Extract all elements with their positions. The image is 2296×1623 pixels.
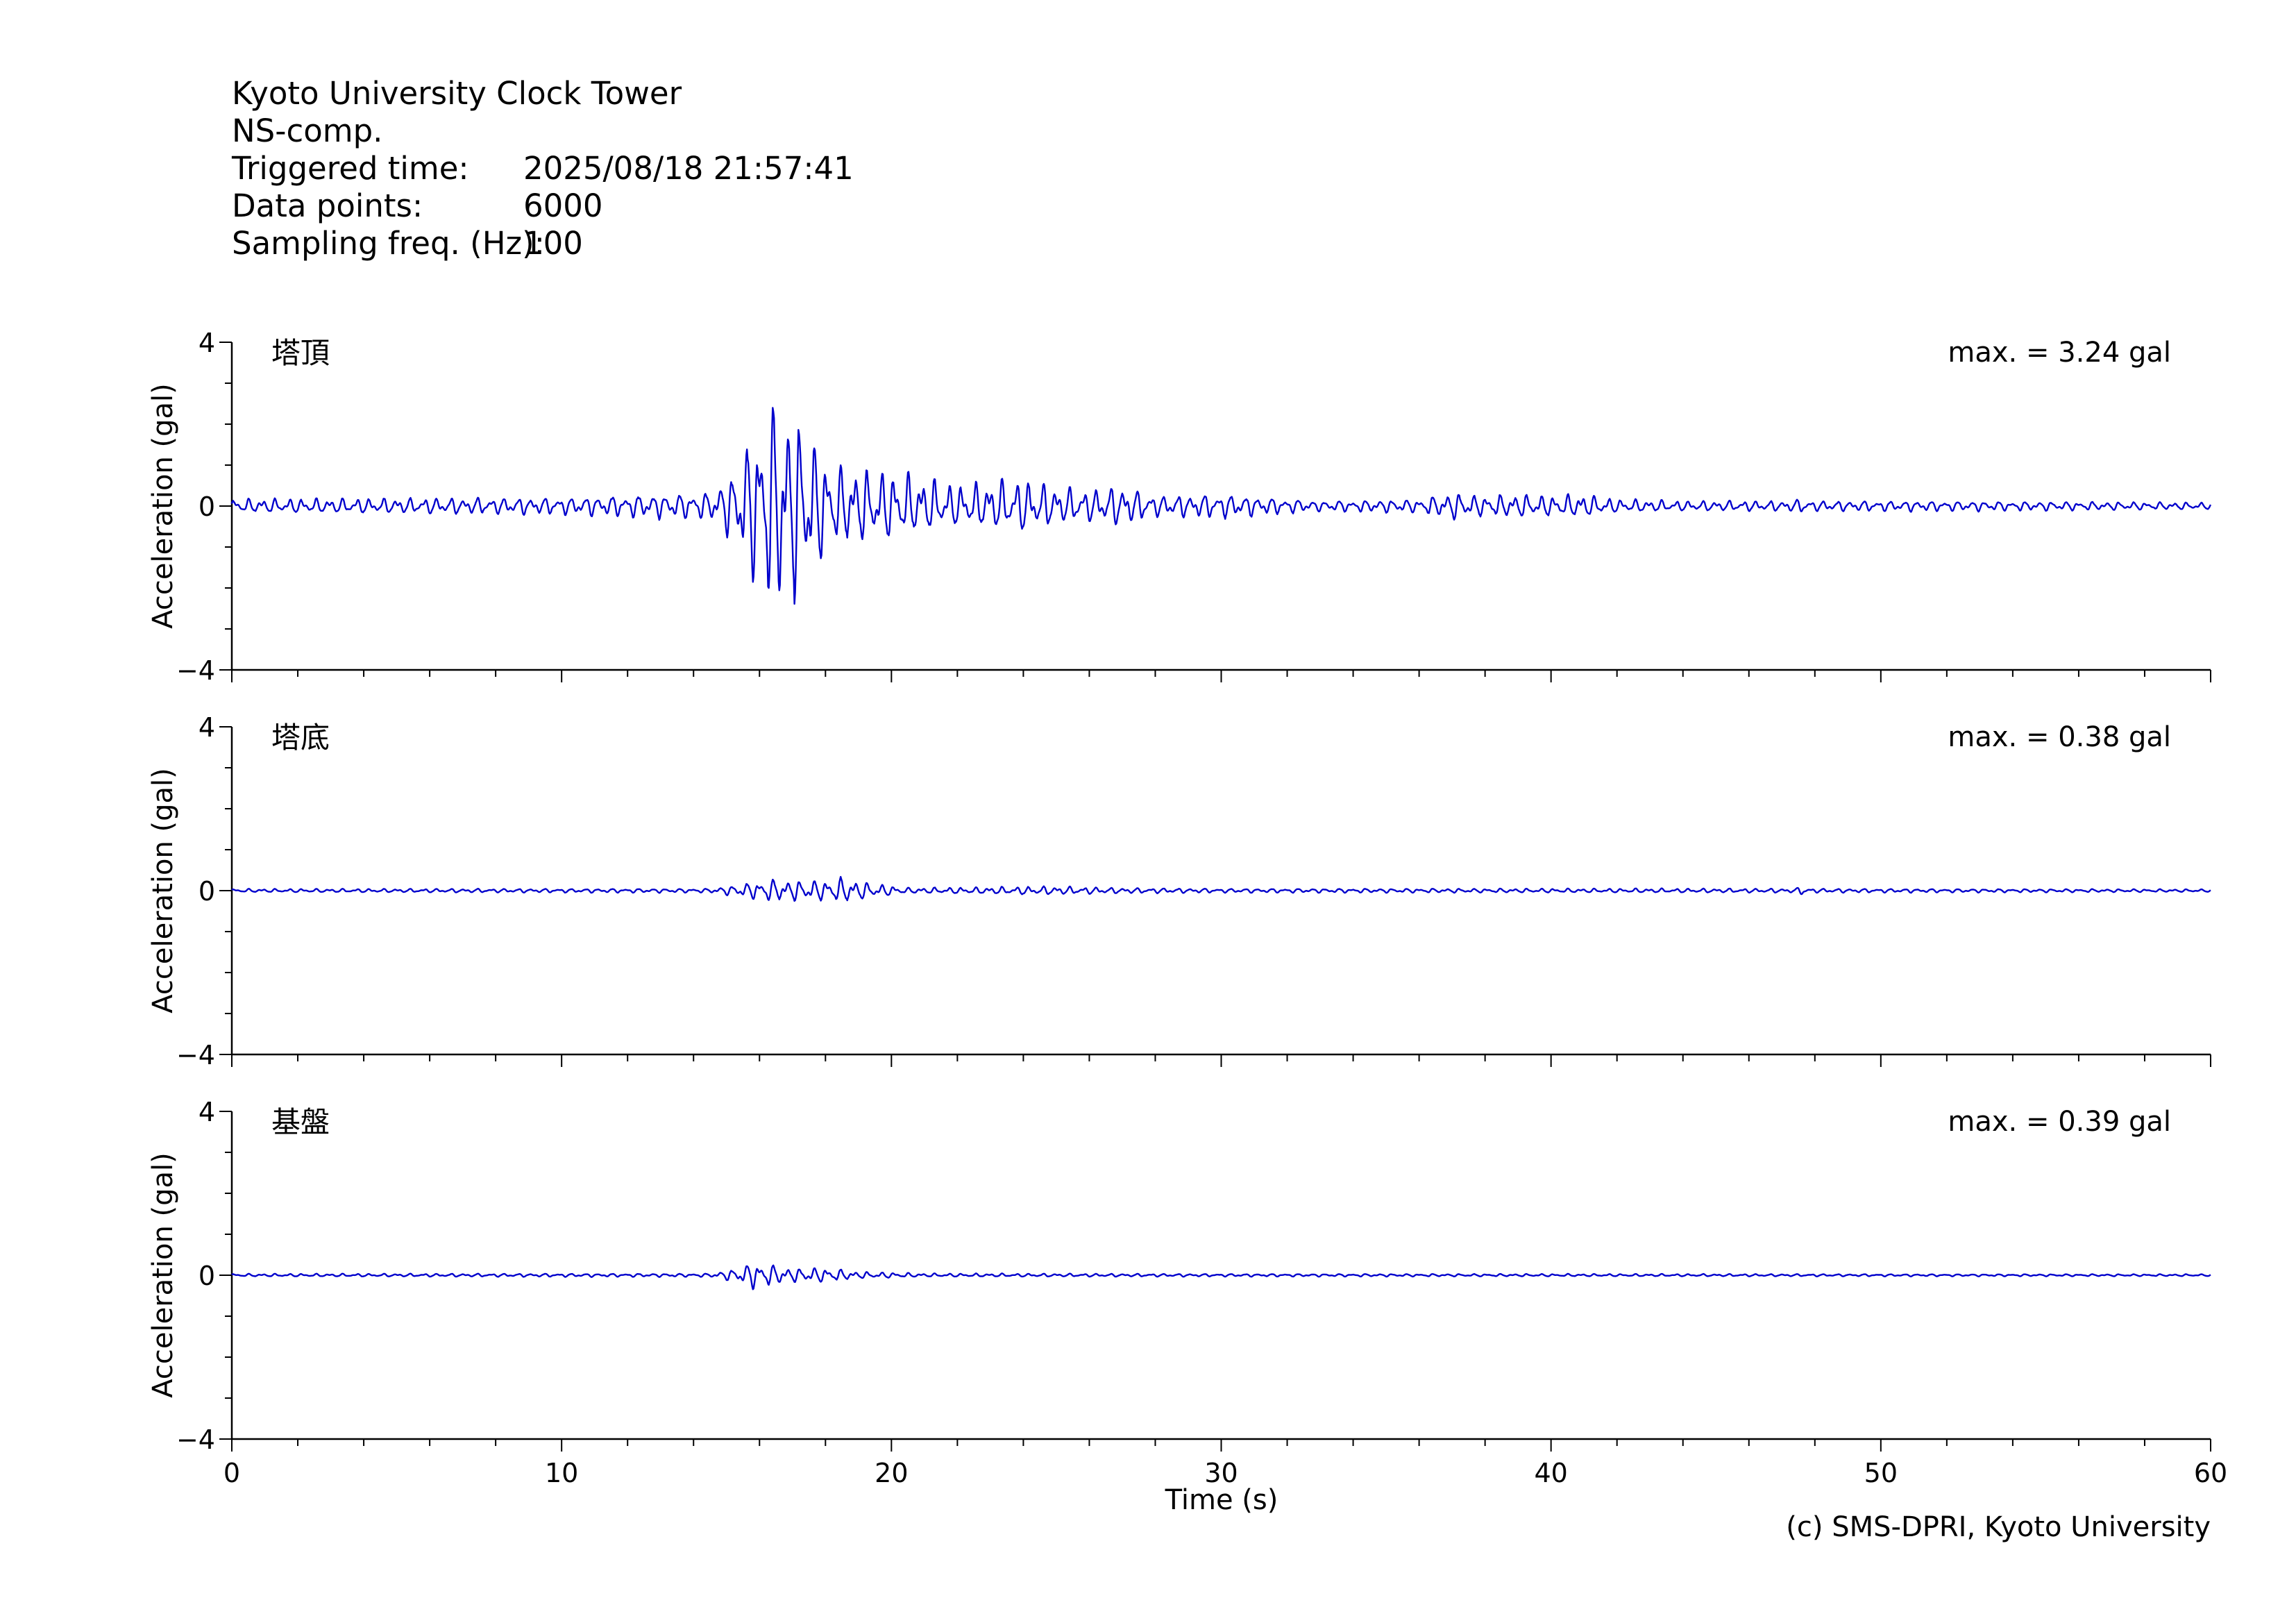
y-tick-label: 4 (199, 712, 215, 743)
data-points-row: Data points: 6000 (232, 187, 854, 225)
x-tick-label: 30 (1204, 1458, 1238, 1488)
max-value-label: max. = 0.38 gal (1948, 721, 2171, 753)
y-tick-label: 4 (199, 1097, 215, 1127)
y-tick-label: 4 (199, 328, 215, 358)
y-tick-label: −4 (176, 1040, 215, 1070)
x-tick-label: 0 (223, 1458, 240, 1488)
x-tick-label: 60 (2194, 1458, 2227, 1488)
y-tick-label: 0 (199, 876, 215, 907)
sampling-freq-value: 100 (523, 225, 583, 262)
y-tick-label: 0 (199, 491, 215, 522)
max-value-label: max. = 3.24 gal (1948, 337, 2171, 369)
y-tick-label: 0 (199, 1261, 215, 1291)
y-axis-label: Acceleration (gal) (147, 383, 179, 629)
y-tick-label: −4 (176, 655, 215, 686)
y-tick-label: −4 (176, 1424, 215, 1455)
panel-1: −4 0 4 Acceleration (gal) 塔頂 max. = 3.24 gal (147, 328, 2212, 686)
waveform-trace (231, 1264, 2211, 1290)
y-axis-label: Acceleration (gal) (147, 1152, 179, 1398)
panel-name: 塔底 (271, 721, 330, 755)
triggered-time-value: 2025/08/18 21:57:41 (523, 150, 854, 187)
x-tick-label: 20 (875, 1458, 908, 1488)
sampling-freq-row: Sampling freq. (Hz):100 (232, 225, 854, 262)
panel-name: 基盤 (271, 1105, 330, 1139)
station-name: Kyoto University Clock Tower (232, 75, 682, 112)
triggered-time-row: Triggered time: 2025/08/18 21:57:41 (232, 150, 854, 187)
data-points-value: 6000 (523, 187, 603, 224)
y-axis-label: Acceleration (gal) (147, 768, 179, 1014)
panel-2: −4 0 4 Acceleration (gal) 塔底 max. = 0.38 gal (147, 712, 2211, 1070)
component-name: NS-comp. (232, 112, 383, 149)
waveform-trace (231, 875, 2211, 902)
waveform-trace (230, 407, 2212, 605)
x-tick-label: 40 (1534, 1458, 1567, 1488)
record-header: Kyoto University Clock Tower NS-comp. Tr… (232, 75, 854, 262)
max-value-label: max. = 0.39 gal (1948, 1106, 2171, 1138)
x-axis-label: Time (s) (1165, 1484, 1278, 1516)
triggered-time-label: Triggered time: (232, 150, 469, 187)
x-tick-label: 10 (545, 1458, 578, 1488)
panel-name: 塔頂 (271, 336, 330, 370)
copyright-label: (c) SMS-DPRI, Kyoto University (1786, 1511, 2211, 1543)
x-tick-label: 50 (1864, 1458, 1898, 1488)
sampling-freq-label: Sampling freq. (Hz): (232, 225, 545, 262)
data-points-label: Data points: (232, 187, 423, 224)
